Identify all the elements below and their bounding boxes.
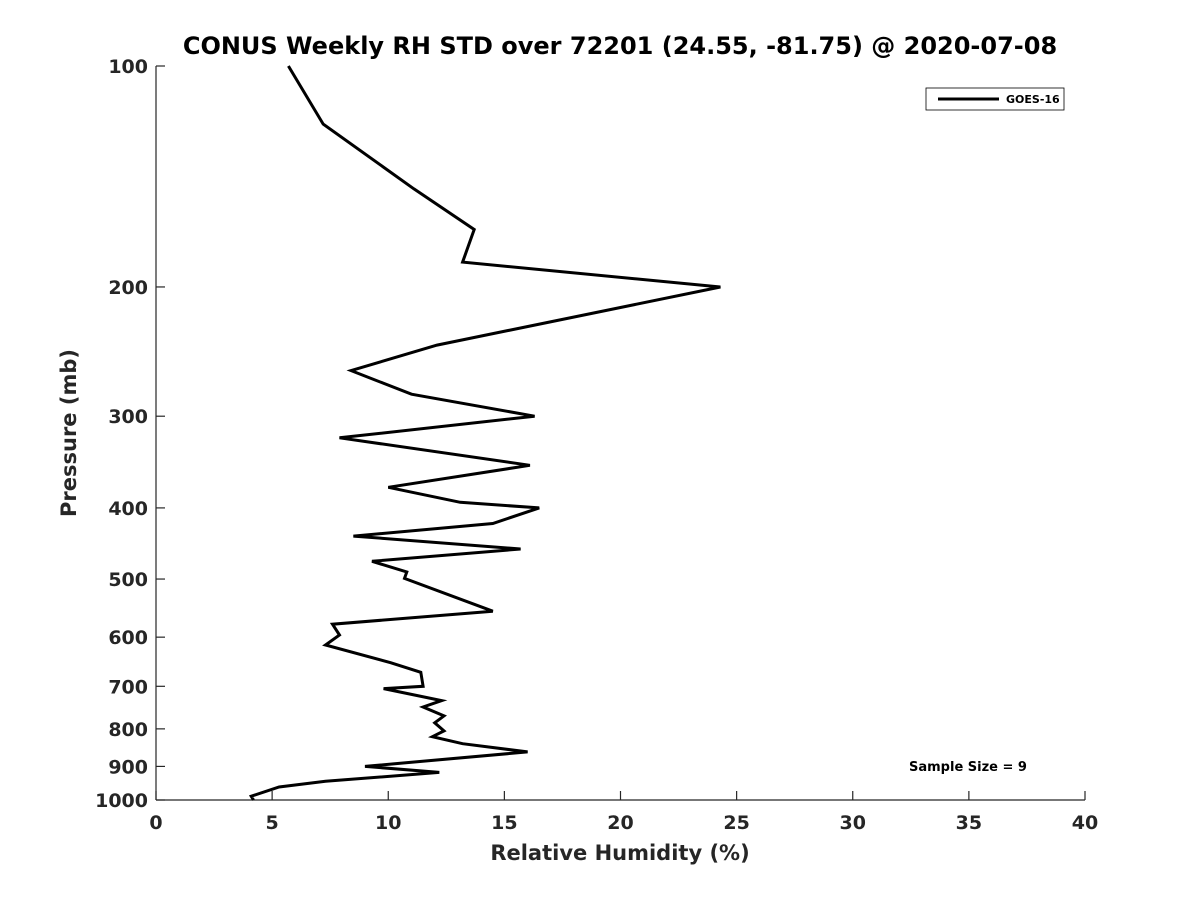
y-ticks: 100 200 300 400 500 600 700 800 900 1000 [95,56,165,812]
x-tick-label: 5 [266,812,279,834]
y-tick-label: 200 [108,277,148,299]
x-ticks: 0 5 10 15 20 25 30 35 40 [149,791,1098,834]
y-tick-label: 700 [108,676,148,698]
x-tick-label: 35 [956,812,982,834]
x-tick-label: 15 [491,812,517,834]
y-tick-label: 500 [108,569,148,591]
x-tick-label: 40 [1072,812,1098,834]
y-tick-label: 300 [108,406,148,428]
x-tick-label: 25 [723,812,749,834]
y-tick-label: 800 [108,719,148,741]
y-tick-label: 100 [108,56,148,78]
x-axis-label: Relative Humidity (%) [490,841,749,865]
sample-size-annotation: Sample Size = 9 [909,760,1027,775]
y-tick-label: 900 [108,756,148,778]
x-tick-label: 30 [840,812,866,834]
x-tick-label: 10 [375,812,401,834]
y-tick-label: 1000 [95,790,148,812]
legend: GOES-16 [925,87,1065,111]
x-tick-label: 0 [149,812,162,834]
y-tick-label: 600 [108,627,148,649]
legend-label: GOES-16 [1006,93,1060,106]
y-axis-label: Pressure (mb) [57,349,81,517]
plot-area: 0 5 10 15 20 25 30 35 40 100 200 300 400 500 600 700 80… [95,56,1098,834]
x-tick-label: 20 [607,812,633,834]
series-group [248,65,721,801]
series-line-goes-16 [248,65,721,801]
chart-title: CONUS Weekly RH STD over 72201 (24.55, -… [183,32,1057,60]
y-tick-label: 400 [108,498,148,520]
